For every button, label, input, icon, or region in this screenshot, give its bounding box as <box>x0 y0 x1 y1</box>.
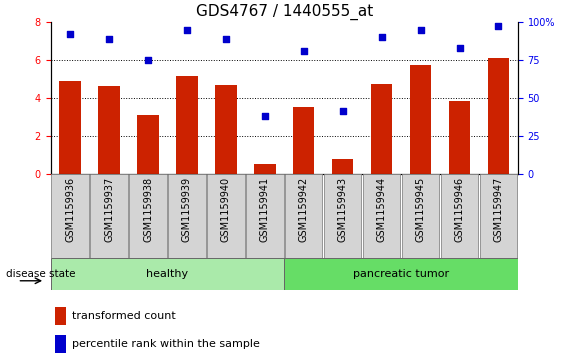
Text: GSM1159940: GSM1159940 <box>221 177 231 242</box>
Point <box>182 28 191 33</box>
FancyBboxPatch shape <box>402 174 439 258</box>
Title: GDS4767 / 1440555_at: GDS4767 / 1440555_at <box>196 4 373 20</box>
FancyBboxPatch shape <box>480 174 517 258</box>
Point <box>144 57 153 63</box>
Text: percentile rank within the sample: percentile rank within the sample <box>72 339 260 349</box>
Text: GSM1159938: GSM1159938 <box>143 177 153 242</box>
Text: GSM1159945: GSM1159945 <box>415 177 426 242</box>
Text: GSM1159942: GSM1159942 <box>299 177 309 242</box>
Point <box>338 109 347 114</box>
Point <box>221 36 230 42</box>
Bar <box>371 84 392 174</box>
Text: GSM1159937: GSM1159937 <box>104 177 114 242</box>
Bar <box>293 107 315 174</box>
Text: GSM1159947: GSM1159947 <box>494 177 503 242</box>
Point <box>66 31 75 37</box>
Text: GSM1159944: GSM1159944 <box>377 177 387 242</box>
Bar <box>215 85 236 174</box>
Point <box>260 113 269 119</box>
FancyBboxPatch shape <box>207 174 244 258</box>
Bar <box>410 65 431 174</box>
FancyBboxPatch shape <box>91 174 128 258</box>
Point <box>416 28 425 33</box>
Text: pancreatic tumor: pancreatic tumor <box>353 269 449 279</box>
FancyBboxPatch shape <box>363 174 400 258</box>
Text: GSM1159941: GSM1159941 <box>260 177 270 242</box>
Bar <box>137 115 159 174</box>
Text: disease state: disease state <box>6 269 75 279</box>
Point <box>455 45 464 50</box>
Text: transformed count: transformed count <box>72 311 176 321</box>
Point <box>105 36 114 42</box>
FancyBboxPatch shape <box>441 174 478 258</box>
FancyBboxPatch shape <box>129 174 167 258</box>
Text: healthy: healthy <box>146 269 189 279</box>
FancyBboxPatch shape <box>51 174 89 258</box>
Point <box>494 23 503 29</box>
FancyBboxPatch shape <box>324 174 361 258</box>
Bar <box>99 86 120 174</box>
Point <box>377 34 386 40</box>
Bar <box>176 76 198 174</box>
Bar <box>332 159 354 174</box>
Text: GSM1159939: GSM1159939 <box>182 177 192 242</box>
Bar <box>254 164 275 174</box>
FancyBboxPatch shape <box>285 174 323 258</box>
FancyBboxPatch shape <box>51 258 284 290</box>
FancyBboxPatch shape <box>168 174 205 258</box>
Bar <box>60 81 81 174</box>
Bar <box>449 101 470 174</box>
Text: GSM1159943: GSM1159943 <box>338 177 348 242</box>
Bar <box>55 335 66 353</box>
Text: GSM1159946: GSM1159946 <box>454 177 464 242</box>
Point <box>300 48 309 54</box>
Bar <box>488 58 509 174</box>
Bar <box>55 307 66 325</box>
FancyBboxPatch shape <box>284 258 518 290</box>
Text: GSM1159936: GSM1159936 <box>65 177 75 242</box>
FancyBboxPatch shape <box>246 174 284 258</box>
